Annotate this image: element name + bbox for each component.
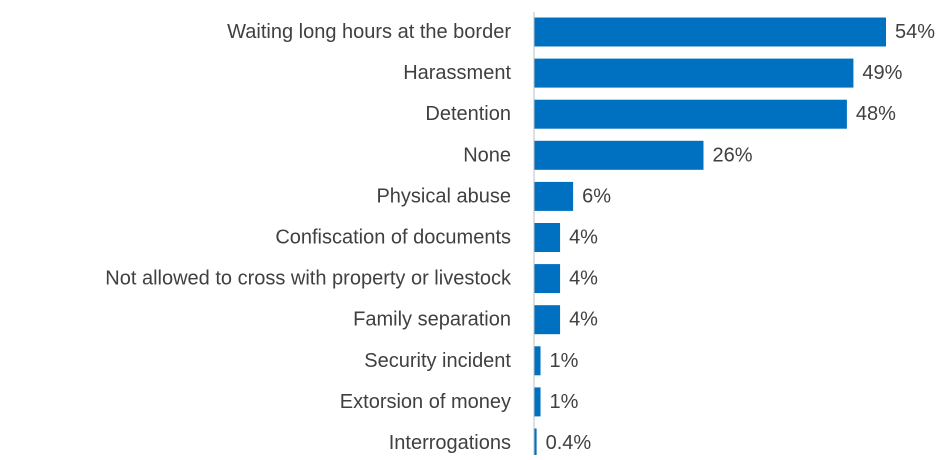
bar	[534, 58, 854, 88]
value-label: 54%	[895, 21, 935, 43]
category-label: Waiting long hours at the border	[227, 21, 511, 43]
category-label: Harassment	[403, 62, 511, 84]
bar	[534, 223, 561, 252]
category-label: Family separation	[353, 309, 511, 331]
category-label: Security incident	[364, 350, 511, 372]
category-label: Physical abuse	[376, 185, 511, 207]
value-label: 4%	[569, 268, 598, 290]
value-label: 0.4%	[546, 432, 592, 454]
category-label: Extorsion of money	[340, 391, 511, 413]
bar	[534, 99, 847, 129]
bar	[534, 181, 574, 211]
bar	[534, 428, 537, 458]
category-label: Detention	[425, 103, 511, 125]
category-label: None	[463, 144, 511, 166]
bar	[534, 346, 541, 376]
bar	[534, 140, 704, 170]
bar	[534, 264, 561, 294]
category-labels-group: Waiting long hours at the border Harassme…	[105, 21, 512, 454]
bars-group	[534, 17, 886, 458]
value-label: 4%	[569, 309, 598, 331]
value-label: 4%	[569, 227, 598, 249]
value-label: 48%	[856, 103, 896, 125]
value-labels-group: 54% 49% 48% 26% 6% 4% 4% 4% 1% 1% 0.4%	[546, 21, 936, 454]
bar	[534, 387, 541, 417]
bar	[534, 305, 561, 335]
value-label: 26%	[712, 144, 752, 166]
value-label: 49%	[862, 62, 902, 84]
category-label: Interrogations	[389, 432, 511, 454]
value-label: 1%	[550, 391, 579, 413]
category-label: Not allowed to cross with property or li…	[105, 268, 512, 290]
value-label: 1%	[550, 350, 579, 372]
value-label: 6%	[582, 185, 611, 207]
bar	[534, 17, 886, 47]
category-label: Confiscation of documents	[275, 227, 511, 249]
